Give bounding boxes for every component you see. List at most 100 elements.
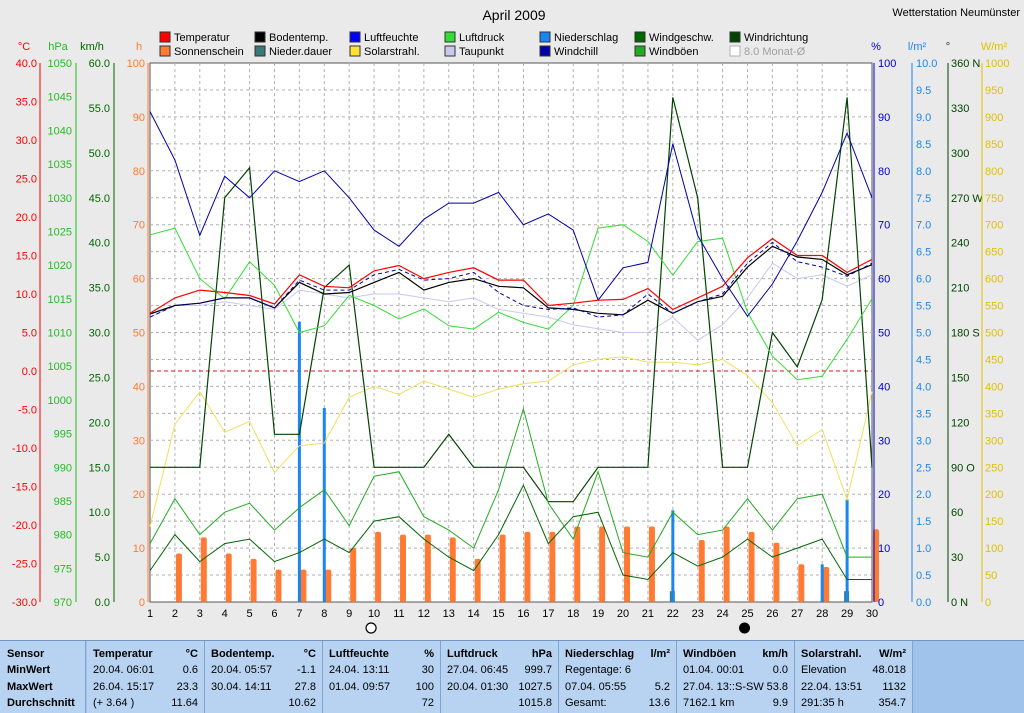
temperature-tick-label: -5.0 bbox=[18, 405, 37, 417]
stats-column: Windböen km/h 01.04. 00:01 0.0 27.04. 13::S-… bbox=[677, 641, 795, 713]
day-tick-label: 15 bbox=[492, 608, 504, 620]
stats-label-max: MaxWert bbox=[7, 681, 53, 693]
stats-unit: W/m² bbox=[879, 648, 906, 660]
rain-tick-label: 5.5 bbox=[916, 301, 931, 313]
solar-tick-label: 150 bbox=[985, 516, 1003, 528]
pressure-tick-label: 1020 bbox=[48, 260, 72, 272]
sunshine-tick-label: 60 bbox=[133, 274, 145, 286]
sunshine-tick-label: 50 bbox=[133, 328, 145, 340]
stats-avg-value: 13.6 bbox=[648, 697, 670, 709]
legend-swatch bbox=[254, 45, 266, 57]
sunshine-bar bbox=[599, 526, 606, 602]
solar-tick-label: 800 bbox=[985, 166, 1003, 178]
rain-tick-label: 2.0 bbox=[916, 489, 931, 501]
pressure-tick-label: 985 bbox=[54, 496, 72, 508]
legend-label: Solarstrahl. bbox=[364, 46, 420, 58]
rain-tick-label: 0.5 bbox=[916, 570, 931, 582]
wind-tick-label: 15.0 bbox=[89, 462, 110, 474]
direction-tick-label: 180 S bbox=[951, 328, 980, 340]
day-tick-label: 17 bbox=[542, 608, 554, 620]
humidity-tick-label: 80 bbox=[878, 166, 890, 178]
direction-unit-label: ° bbox=[946, 41, 950, 53]
stats-avg-value: 11.64 bbox=[171, 697, 198, 709]
day-tick-label: 2 bbox=[172, 608, 178, 620]
sunshine-bar bbox=[499, 534, 506, 602]
sunshine-tick-label: 0 bbox=[139, 597, 145, 609]
stats-avg-value: 354.7 bbox=[878, 697, 906, 709]
stats-max-time: 20.04. 01:30 bbox=[447, 681, 509, 693]
humidity-unit-label: % bbox=[871, 41, 881, 53]
statistics-panel: Sensor MinWert MaxWert Durchschnitt Temp… bbox=[0, 640, 1024, 713]
sunshine-bar bbox=[325, 569, 332, 602]
rain-tick-label: 9.5 bbox=[916, 85, 931, 97]
stats-label-avg: Durchschnitt bbox=[7, 697, 75, 709]
solar-tick-label: 300 bbox=[985, 435, 1003, 447]
sunshine-bar bbox=[823, 566, 830, 602]
legend-label: Windchill bbox=[554, 46, 598, 58]
temperature-tick-label: 5.0 bbox=[22, 328, 37, 340]
sunshine-unit-label: h bbox=[136, 41, 142, 53]
stats-column: Temperatur °C 20.04. 06:01 0.6 26.04. 15:17 2… bbox=[87, 641, 205, 713]
direction-tick-label: 270 W bbox=[951, 193, 983, 205]
temperature-tick-label: 0.0 bbox=[22, 366, 37, 378]
stats-max-time: 27.04. 13::S-SW bbox=[683, 681, 764, 693]
rain-tick-label: 0.0 bbox=[916, 597, 931, 609]
pressure-tick-label: 980 bbox=[54, 530, 72, 542]
pressure-tick-label: 1045 bbox=[48, 92, 72, 104]
sunshine-bar bbox=[648, 526, 655, 602]
sunshine-bar bbox=[723, 526, 730, 602]
temperature-tick-label: -15.0 bbox=[12, 482, 37, 494]
sunshine-bar bbox=[798, 564, 805, 602]
sunshine-bar bbox=[574, 526, 581, 602]
solar-tick-label: 350 bbox=[985, 408, 1003, 420]
series-line-windben bbox=[149, 407, 872, 558]
humidity-tick-label: 10 bbox=[878, 543, 890, 555]
solar-tick-label: 0 bbox=[985, 597, 991, 609]
stats-max-value: 5.2 bbox=[654, 681, 670, 693]
rain-tick-label: 3.0 bbox=[916, 435, 931, 447]
rain-tick-label: 2.5 bbox=[916, 462, 931, 474]
humidity-tick-label: 70 bbox=[878, 220, 890, 232]
temperature-tick-label: 40.0 bbox=[16, 58, 37, 70]
pressure-tick-label: 1030 bbox=[48, 193, 72, 205]
day-tick-label: 8 bbox=[321, 608, 327, 620]
stats-column: Bodentemp. °C 20.04. 05:57 -1.1 30.04. 14:11… bbox=[205, 641, 323, 713]
day-tick-label: 5 bbox=[247, 608, 253, 620]
day-tick-label: 26 bbox=[766, 608, 778, 620]
pressure-tick-label: 970 bbox=[54, 597, 72, 609]
stats-unit: °C bbox=[303, 648, 316, 660]
stats-unit: °C bbox=[185, 648, 198, 660]
stats-avg-value: 9.9 bbox=[772, 697, 788, 709]
stats-sensor-name: Temperatur bbox=[93, 648, 153, 660]
sunshine-bar bbox=[250, 558, 257, 602]
stats-max-value: 27.8 bbox=[294, 681, 316, 693]
wind-tick-label: 45.0 bbox=[89, 193, 110, 205]
sunshine-bar bbox=[300, 569, 307, 602]
wind-tick-label: 30.0 bbox=[89, 328, 110, 340]
day-tick-label: 16 bbox=[517, 608, 529, 620]
day-tick-label: 14 bbox=[468, 608, 480, 620]
stats-min-time: Elevation bbox=[801, 664, 847, 676]
wind-tick-label: 35.0 bbox=[89, 283, 110, 295]
station-name: Wetterstation Neumünster bbox=[892, 7, 1020, 19]
stats-avg-value: 1015.8 bbox=[518, 697, 552, 709]
stats-min-time: 27.04. 06:45 bbox=[447, 664, 509, 676]
direction-tick-label: 90 O bbox=[951, 462, 975, 474]
temperature-tick-label: 10.0 bbox=[16, 289, 37, 301]
direction-tick-label: 240 bbox=[951, 238, 969, 250]
legend-label: Niederschlag bbox=[554, 32, 618, 44]
solar-tick-label: 450 bbox=[985, 354, 1003, 366]
legend-swatch bbox=[729, 45, 741, 57]
rain-tick-label: 3.5 bbox=[916, 408, 931, 420]
sunshine-bar bbox=[350, 548, 357, 602]
rain-tick-label: 4.5 bbox=[916, 354, 931, 366]
sunshine-tick-label: 100 bbox=[127, 58, 145, 70]
legend-label: Luftfeuchte bbox=[364, 32, 418, 44]
sunshine-bar bbox=[748, 531, 755, 602]
legend-label: Windgeschw. bbox=[649, 32, 714, 44]
day-tick-label: 13 bbox=[443, 608, 455, 620]
solar-tick-label: 750 bbox=[985, 193, 1003, 205]
stats-sensor-name: Windböen bbox=[683, 648, 737, 660]
day-tick-label: 7 bbox=[296, 608, 302, 620]
stats-label-min: MinWert bbox=[7, 664, 51, 676]
